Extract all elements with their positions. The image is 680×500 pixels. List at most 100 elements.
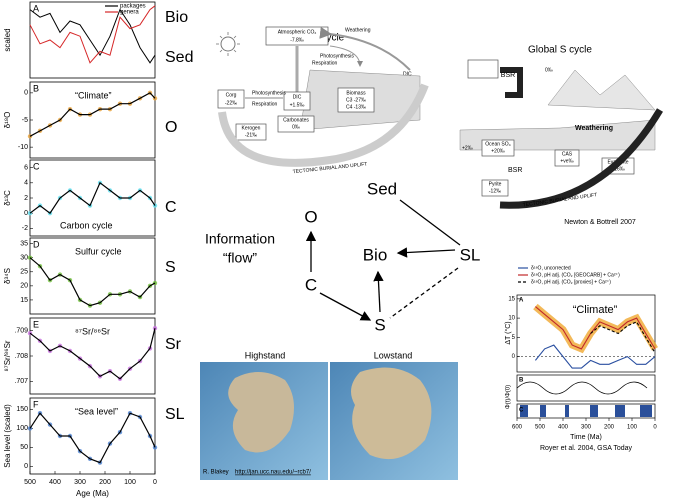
y-tick-label: 2 [24, 195, 28, 202]
glacial-bar [565, 405, 569, 417]
arrow [396, 247, 456, 258]
panel-annotation: Sulfur cycle [75, 246, 122, 256]
biomass: Biomass [346, 90, 366, 96]
land [228, 371, 294, 453]
atm-label: Atmospheric CO₂ [278, 29, 317, 35]
legend-label: δ¹⁸O, pH adj. (CO₂ [GEOCARB] + Ca²⁺) [531, 272, 620, 278]
panel-frame [516, 374, 656, 402]
proxy-label: Sr [165, 336, 182, 353]
y-axis-label: δ¹⁸O [3, 112, 12, 129]
y-tick-label: 10 [508, 316, 515, 322]
network: Information “flow” Sed O Bio SL C S [205, 179, 480, 334]
s-citation: Newton & Bottrell 2007 [564, 219, 636, 226]
weathering-arrow [319, 26, 411, 71]
kerogen-value: -21‰ [245, 132, 257, 138]
proxy-label: Bio [165, 9, 188, 26]
y-tick-label: 20 [20, 283, 28, 290]
kerogen: Kerogen [242, 125, 261, 131]
x-tick-label: 100 [627, 425, 638, 431]
photosynthesis-2: Photosynthesis [252, 90, 286, 96]
y-axis-label: Φ(t)/Φ(0) [506, 385, 512, 409]
x-tick-label: 300 [581, 425, 592, 431]
arrows [305, 199, 461, 321]
y-tick-label: -2 [22, 225, 28, 232]
glacial-bar [520, 405, 528, 417]
y-tick-label: 100 [16, 425, 28, 432]
cas-box [554, 149, 580, 167]
panel-annotation: “Climate” [75, 90, 112, 100]
glacial-bar [615, 405, 625, 417]
map-label: Highstand [245, 350, 286, 360]
x-tick-label: 0 [153, 479, 157, 486]
proxy-label: O [165, 119, 177, 136]
trend-line [29, 181, 156, 215]
series-line [534, 344, 656, 369]
proxy-label: C [165, 199, 177, 216]
y-tick-label: 30 [20, 255, 28, 262]
node: Bio [363, 245, 388, 264]
land [351, 367, 432, 460]
x-tick-label: 600 [512, 425, 523, 431]
y-tick-label: 150 [16, 406, 28, 413]
panel-frame [516, 403, 656, 419]
y-axis-label: δ³⁴S [3, 268, 12, 284]
glacial-bar [540, 405, 546, 417]
y-axis-label: Sea level (scaled) [3, 404, 12, 468]
trend-line [29, 412, 156, 464]
pyrite-value: -12‰ [489, 188, 501, 194]
forcing-curve [516, 381, 648, 395]
trend-line [29, 327, 156, 380]
evaporite-value: +16‰ [611, 166, 624, 172]
sun-rays [216, 32, 240, 56]
panel-letter: A [33, 3, 39, 13]
mountains [547, 69, 656, 111]
series-line [29, 8, 156, 64]
y-axis-label: ⁸⁷Sr/⁸⁶Sr [3, 340, 12, 371]
series-line [535, 306, 656, 350]
proxy-label: SL [165, 406, 185, 423]
ocean: Ocean SO₄ [485, 141, 510, 147]
s-zero: 0‰ [545, 67, 553, 73]
node: O [304, 207, 317, 226]
s-weathering: Weathering [575, 125, 613, 132]
x-tick-label: 400 [49, 479, 61, 486]
glacial-bar [590, 405, 598, 417]
panel-frame [29, 1, 156, 79]
corg: Corg [226, 92, 237, 98]
legend-label: δ¹⁸O, uncorrected [531, 265, 571, 271]
arrow [389, 267, 459, 319]
y-axis-label: δ¹³C [3, 190, 12, 206]
s-cycle: Global S cycle BSR 0‰ Weathering +2‰ Oce… [459, 45, 664, 226]
panel-annotation: ⁸⁷Sr/⁸⁶Sr [75, 326, 110, 336]
y-tick-label: 35 [20, 240, 28, 247]
panel-letter: C [519, 408, 524, 414]
y-tick-label: .708 [14, 353, 28, 360]
y-tick-label: 6 [24, 164, 28, 171]
plus2: +2‰ [462, 145, 473, 151]
panel-letter: C [33, 161, 40, 171]
x-tick-label: 400 [558, 425, 569, 431]
carbonates-box [277, 115, 315, 133]
bsr-top-arrow [500, 67, 523, 98]
kerogen-box [235, 123, 267, 141]
bsr-top: BSR [501, 72, 515, 79]
corg-value: -22‰ [225, 100, 237, 106]
y-axis-label: scaled [3, 28, 12, 51]
weathering: Weathering [345, 27, 371, 33]
dic-top: DIC [403, 71, 412, 77]
panel-letter: A [519, 298, 524, 304]
y-axis-label: ΔT (°C) [504, 321, 512, 344]
y-tick-label: 50 [20, 444, 28, 451]
map-credit: R. Blakey [203, 470, 229, 476]
respiration-2: Respiration [252, 101, 278, 107]
panel-letter: D [33, 239, 40, 249]
cas: CAS [562, 151, 573, 157]
y-tick-label: .707 [14, 378, 28, 385]
y-tick-label: 4 [24, 180, 28, 187]
map-label: Lowstand [374, 350, 413, 360]
node: SL [460, 245, 481, 264]
node: S [374, 315, 385, 334]
network-caption: Information [205, 231, 275, 247]
arrow [399, 199, 461, 246]
